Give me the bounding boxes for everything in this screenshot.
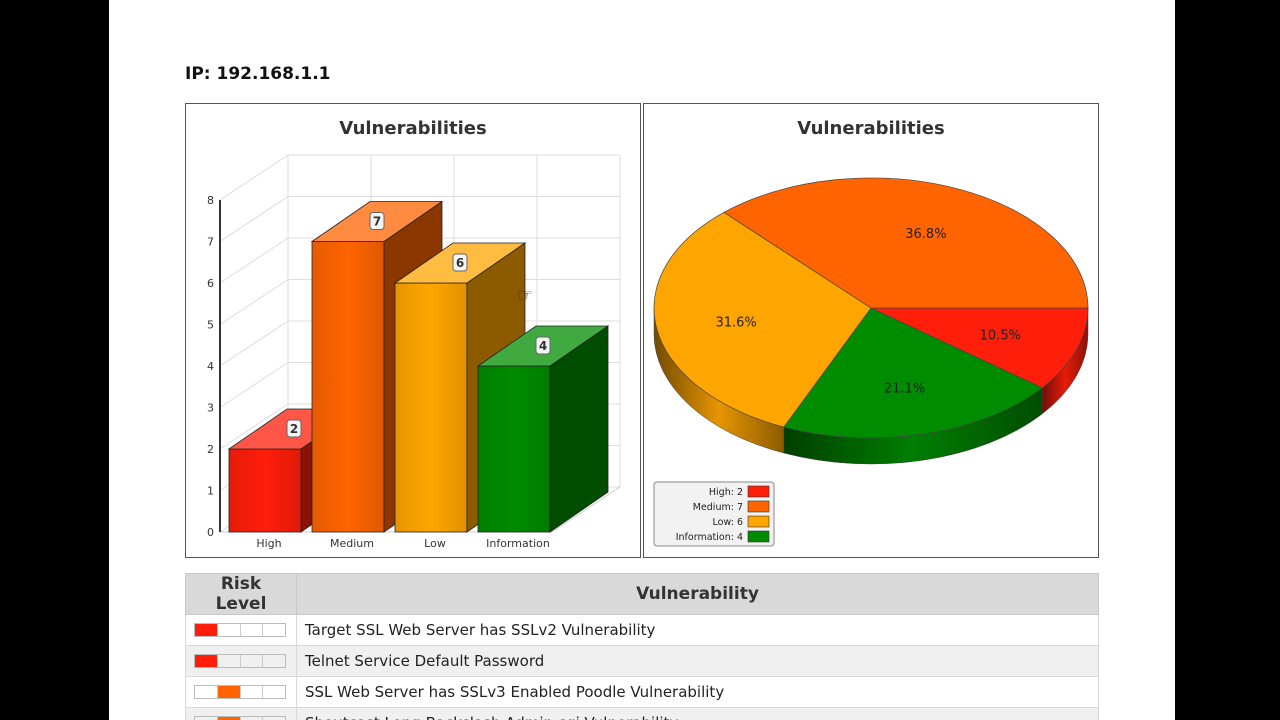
bar-data-label-box: [369, 212, 385, 230]
risk-level-segment: [263, 624, 285, 636]
bar-x-tick-label: Medium: [330, 537, 374, 550]
pie-legend-label: High: 2: [709, 487, 743, 498]
bar-y-tick-label: 3: [207, 402, 214, 415]
pie-legend-swatch: [747, 485, 770, 498]
risk-level-indicator: [194, 654, 286, 668]
pie-slice-medium: [723, 177, 1089, 309]
risk-level-indicator: [194, 685, 286, 699]
pie-slice-information: [783, 307, 1043, 439]
pie-percent-label: 36.8%: [905, 227, 946, 242]
risk-level-cell: [185, 707, 297, 720]
bar-chart-title: Vulnerabilities: [339, 118, 487, 139]
vulnerability-header: Vulnerability: [296, 573, 1099, 615]
risk-level-segment: [217, 686, 241, 698]
risk-level-segment: [241, 655, 264, 667]
risk-level-segment: [263, 655, 285, 667]
risk-level-cell: [185, 645, 297, 677]
risk-level-segment: [263, 686, 285, 698]
table-row: Shoutcast Long Backslash Admin.cgi Vulne…: [185, 707, 1099, 720]
pie-percent-label: 10.5%: [980, 329, 1021, 344]
risk-level-segment: [218, 655, 241, 667]
bar-data-label: 4: [539, 339, 547, 353]
bar-data-label: 6: [456, 256, 464, 270]
pie-legend-swatch: [747, 530, 770, 543]
bar-data-label-box: [286, 419, 302, 438]
hand-cursor-icon: ☞: [517, 285, 534, 306]
risk-level-segment: [195, 624, 218, 636]
pie-legend-swatch: [747, 515, 770, 528]
bar-y-tick-label: 5: [207, 319, 214, 332]
bar-chart: 0 1 2 3 4 5 6 7 8 2 High 7 Medium 6 Low 4 Information: [207, 154, 621, 550]
pie-legend-label: Information: 4: [676, 532, 743, 543]
bar-data-label-box: [452, 253, 468, 272]
bar-y-tick-label: 1: [207, 485, 214, 498]
vulnerability-cell: Target SSL Web Server has SSLv2 Vulnerab…: [296, 614, 1099, 646]
bar-data-label-box: [535, 336, 551, 355]
bar-y-tick-label: 0: [207, 526, 214, 539]
risk-level-segment: [241, 717, 264, 720]
risk-level-indicator: [194, 716, 286, 720]
bar-y-tick-label: 8: [207, 194, 214, 207]
bar-y-tick-label: 2: [207, 443, 214, 456]
risk-level-segment: [241, 624, 264, 636]
ip-heading: IP: 192.168.1.1: [185, 64, 331, 84]
risk-level-segment: [217, 717, 241, 720]
vulnerability-cell: Shoutcast Long Backslash Admin.cgi Vulne…: [296, 707, 1099, 720]
bar-x-tick-label: Information: [486, 537, 550, 550]
bar-y-tick-label: 7: [207, 236, 214, 249]
vulnerability-table: Risk Level Vulnerability Target SSL Web …: [185, 573, 1099, 720]
table-body: Target SSL Web Server has SSLv2 Vulnerab…: [185, 614, 1099, 720]
table-row: SSL Web Server has SSLv3 Enabled Poodle …: [185, 676, 1099, 708]
bar-information: [476, 325, 610, 533]
pie-percent-label: 31.6%: [715, 315, 756, 330]
pie-chart: 10.5% 21.1% 31.6% 36.8% High: 2 Medium: 7 Low:…: [653, 177, 1089, 547]
pie-slice-high: [870, 307, 1089, 389]
bar-x-tick-label: Low: [424, 537, 446, 550]
risk-level-segment: [195, 655, 218, 667]
pie-legend-label: Low: 6: [713, 517, 743, 528]
pie-legend: High: 2 Medium: 7 Low: 6 Information: 4: [653, 481, 775, 547]
risk-level-segment: [218, 624, 241, 636]
vulnerability-cell: Telnet Service Default Password: [296, 645, 1099, 677]
bar-data-label: 2: [290, 422, 298, 436]
pie-percent-label: 21.1%: [884, 381, 925, 396]
table-row: Target SSL Web Server has SSLv2 Vulnerab…: [185, 614, 1099, 646]
pie-chart-title: Vulnerabilities: [797, 118, 945, 139]
risk-level-header: Risk Level: [185, 573, 297, 615]
risk-level-indicator: [194, 623, 286, 637]
risk-level-cell: [185, 676, 297, 708]
table-header-row: Risk Level Vulnerability: [185, 573, 1099, 615]
pie-slice-low: [653, 211, 872, 428]
bar-y-tick-label: 6: [207, 277, 214, 290]
pie-legend-label: Medium: 7: [693, 502, 743, 513]
bar-y-tick-label: 4: [207, 360, 214, 373]
risk-level-segment: [195, 686, 218, 698]
vulnerability-cell: SSL Web Server has SSLv3 Enabled Poodle …: [296, 676, 1099, 708]
bar-data-label: 7: [373, 215, 381, 229]
risk-level-segment: [241, 686, 264, 698]
pie-legend-swatch: [747, 500, 770, 513]
bar-x-tick-label: High: [256, 537, 281, 550]
report-page: IP: 192.168.1.1 Vulnerabilities 0 1 2 3 4 5 6 7…: [109, 0, 1175, 720]
table-row: Telnet Service Default Password: [185, 645, 1099, 677]
pie-chart-panel: Vulnerabilities 10.5% 21.1% 31.6% 36.8% High…: [643, 103, 1099, 558]
risk-level-cell: [185, 614, 297, 646]
risk-level-segment: [195, 717, 218, 720]
bar-chart-panel: Vulnerabilities 0 1 2 3 4 5 6 7 8 2 High 7 Medium 6 Lo…: [185, 103, 641, 558]
